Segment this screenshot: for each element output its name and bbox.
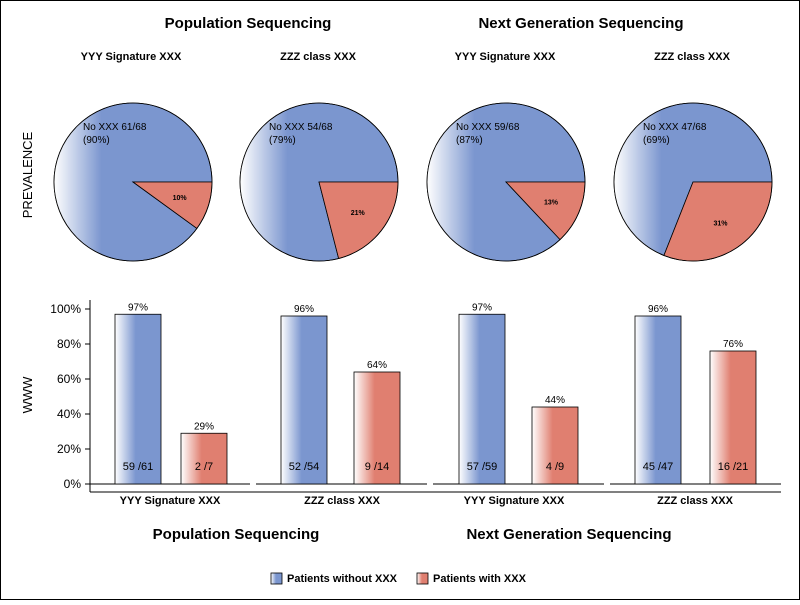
y-tick-label: 80% <box>57 337 81 351</box>
bar-plot: 0% 20% 40% 60% 80% 100% YYY Signature XXX ZZZ c… <box>50 300 781 507</box>
pie-slice-without-shade <box>614 103 772 256</box>
pie-ylabel: PREVALENCE <box>20 131 35 218</box>
pie-panel-1: No XXX 61/68 (90%) 10% <box>53 102 213 262</box>
bar-with <box>353 371 401 485</box>
bar-without <box>280 315 328 485</box>
bar-value-label: 76% <box>723 339 743 350</box>
bar-with <box>531 406 579 485</box>
bar-with <box>709 350 757 485</box>
pie-label-without-line1: No XXX 54/68 <box>269 122 333 133</box>
pie-label-without-line1: No XXX 61/68 <box>83 122 147 133</box>
legend-swatch-without <box>270 572 283 585</box>
pie-panel-2: No XXX 54/68 (79%) 21% <box>239 102 399 262</box>
bar-value-label: 29% <box>194 421 214 432</box>
bar-value-label: 96% <box>294 304 314 315</box>
bar-count-label: 59 /61 <box>123 461 154 473</box>
legend-label-with: Patients with XXX <box>433 573 527 585</box>
pie-label-without-line1: No XXX 59/68 <box>456 122 520 133</box>
pie-label-without-line2: (87%) <box>456 135 483 146</box>
pie-label-with: 31% <box>714 221 729 228</box>
bar-value-label: 97% <box>472 302 492 313</box>
bar-count-label: 57 /59 <box>467 461 498 473</box>
pie-panel-3: No XXX 59/68 (87%) 13% <box>426 102 586 262</box>
pie-label-with: 13% <box>544 199 559 206</box>
pie-title-1: YYY Signature XXX <box>81 51 182 63</box>
bar-count-label: 16 /21 <box>718 461 749 473</box>
legend: Patients without XXX Patients with XXX <box>270 572 527 585</box>
bar-without <box>634 315 682 485</box>
y-tick-label: 100% <box>50 302 81 316</box>
bottom-group-title-next-generation: Next Generation Sequencing <box>466 526 671 543</box>
x-category-label: ZZZ class XXX <box>304 495 380 507</box>
bar-count-label: 4 /9 <box>546 461 564 473</box>
bar-without <box>114 313 162 485</box>
bar-count-label: 9 /14 <box>365 461 389 473</box>
bar-ylabel: WWW <box>20 376 35 414</box>
y-tick-label: 60% <box>57 372 81 386</box>
bar-count-label: 52 /54 <box>289 461 320 473</box>
bar-value-label: 44% <box>545 395 565 406</box>
pie-title-4: ZZZ class XXX <box>654 51 730 63</box>
pie-label-without-line2: (90%) <box>83 135 110 146</box>
bar-value-label: 64% <box>367 360 387 371</box>
pie-label-with: 21% <box>351 210 366 217</box>
pie-outline <box>53 102 213 262</box>
bar-without <box>458 313 506 485</box>
pie-outline <box>239 102 399 262</box>
top-group-title-next-generation: Next Generation Sequencing <box>478 15 683 32</box>
x-category-label: YYY Signature XXX <box>120 495 221 507</box>
x-category-label: YYY Signature XXX <box>464 495 565 507</box>
bar-count-label: 45 /47 <box>643 461 674 473</box>
pie-outline <box>613 102 773 262</box>
pie-label-without-line2: (69%) <box>643 135 670 146</box>
pie-outline <box>426 102 586 262</box>
y-tick-label: 40% <box>57 407 81 421</box>
bar-with <box>180 432 228 485</box>
y-tick-label: 20% <box>57 442 81 456</box>
top-group-title-population: Population Sequencing <box>165 15 332 32</box>
bar-count-label: 2 /7 <box>195 461 213 473</box>
pie-label-without-line1: No XXX 47/68 <box>643 122 707 133</box>
x-category-label: ZZZ class XXX <box>657 495 733 507</box>
bar-value-label: 97% <box>128 302 148 313</box>
pie-title-2: ZZZ class XXX <box>280 51 356 63</box>
pie-title-3: YYY Signature XXX <box>455 51 556 63</box>
bar-value-label: 96% <box>648 304 668 315</box>
pie-label-with: 10% <box>173 195 188 202</box>
legend-label-without: Patients without XXX <box>287 573 398 585</box>
pie-panel-4: No XXX 47/68 (69%) 31% <box>613 102 773 262</box>
legend-swatch-with <box>416 572 429 585</box>
pie-label-without-line2: (79%) <box>269 135 296 146</box>
pie-panels: No XXX 61/68 (90%) 10% No XXX 54/68 (79%) 21%… <box>53 102 773 262</box>
bottom-group-title-population: Population Sequencing <box>153 526 320 543</box>
y-tick-label: 0% <box>64 477 82 491</box>
